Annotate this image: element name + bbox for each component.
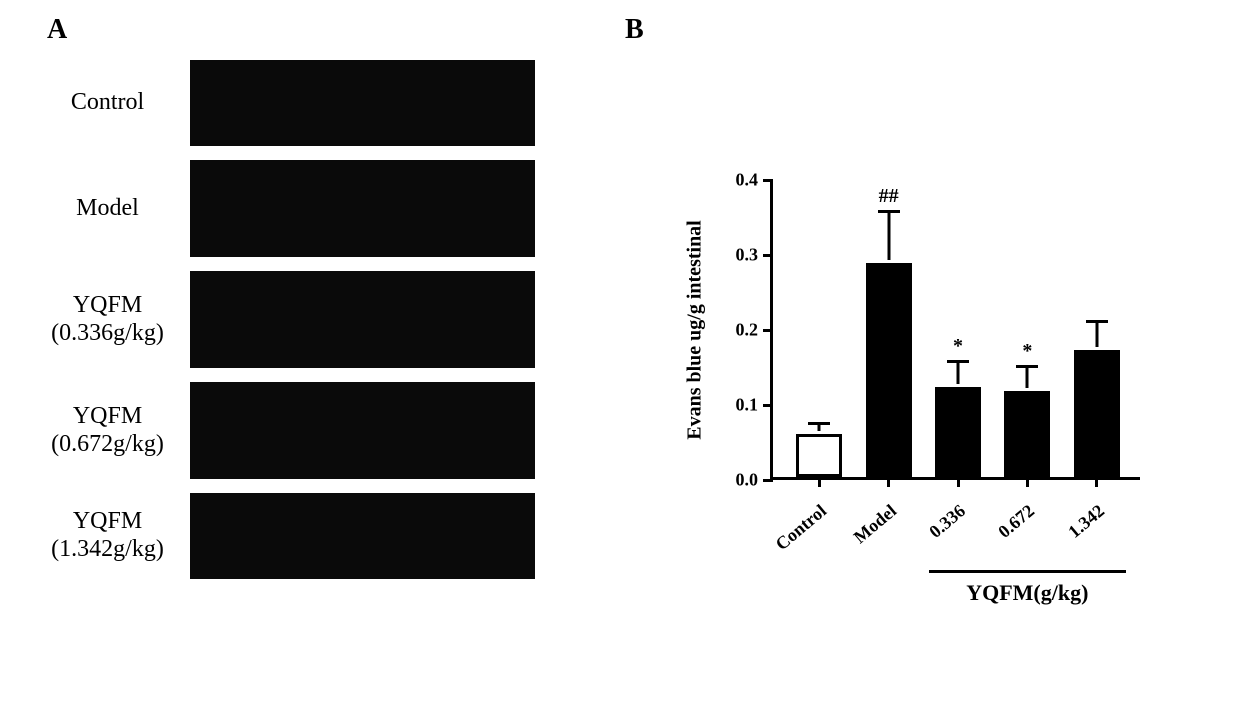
group-bracket-line (929, 570, 1126, 573)
chart-bar (796, 434, 842, 478)
error-bar-stem (887, 212, 890, 261)
chart-bar: * (1004, 391, 1050, 477)
bar-chart: 0.00.10.20.30.4Control##Model*0.336*0.67… (770, 180, 1140, 480)
panel-b-label: B (625, 14, 644, 46)
panel-a-row-label: YQFM(1.342g/kg) (35, 508, 180, 563)
y-tick (763, 254, 773, 257)
panel-a-tissue-image (190, 160, 535, 257)
panel-b: Evans blue ug/g intestinal 0.00.10.20.30… (640, 170, 1190, 650)
error-bar-stem (1095, 322, 1098, 347)
error-bar-cap (1086, 320, 1108, 323)
y-tick-label: 0.2 (718, 320, 758, 341)
chart-bar (1074, 350, 1120, 478)
panel-a-row-label: YQFM(0.672g/kg) (35, 403, 180, 458)
significance-label: * (1022, 340, 1032, 363)
y-tick (763, 479, 773, 482)
panel-a-tissue-image (190, 271, 535, 368)
y-tick-label: 0.1 (718, 395, 758, 416)
chart-bar: ## (866, 263, 912, 477)
y-tick-label: 0.3 (718, 245, 758, 266)
panel-a-row-label: YQFM(0.336g/kg) (35, 292, 180, 347)
y-tick (763, 179, 773, 182)
panel-a-row: YQFM(0.336g/kg) (35, 271, 565, 368)
panel-a-tissue-image (190, 382, 535, 479)
error-bar-cap (808, 422, 830, 425)
panel-a-row-label: Control (35, 89, 180, 117)
y-tick (763, 404, 773, 407)
significance-label: ## (879, 185, 899, 208)
panel-a-row: YQFM(1.342g/kg) (35, 493, 565, 579)
panel-a-row-label: Model (35, 195, 180, 223)
y-tick-label: 0.0 (718, 470, 758, 491)
x-tick (957, 477, 960, 487)
error-bar-stem (957, 362, 960, 385)
x-tick (1095, 477, 1098, 487)
significance-label: * (953, 335, 963, 358)
y-tick (763, 329, 773, 332)
error-bar-cap (947, 360, 969, 363)
y-axis-title: Evans blue ug/g intestinal (684, 220, 707, 440)
error-bar-cap (878, 210, 900, 213)
y-tick-label: 0.4 (718, 170, 758, 191)
panel-a-tissue-image (190, 60, 535, 146)
chart-bar: * (935, 387, 981, 477)
error-bar-stem (1026, 367, 1029, 388)
panel-a-row: Model (35, 160, 565, 257)
x-tick (818, 477, 821, 487)
panel-a-tissue-image (190, 493, 535, 579)
panel-a-label: A (47, 14, 67, 46)
panel-a-row: YQFM(0.672g/kg) (35, 382, 565, 479)
panel-a-row: Control (35, 60, 565, 146)
error-bar-cap (1016, 365, 1038, 368)
group-bracket-label: YQFM(g/kg) (929, 580, 1126, 606)
x-tick (1026, 477, 1029, 487)
panel-a: Control Model YQFM(0.336g/kg) YQFM(0.672g/k… (35, 60, 565, 593)
x-tick (887, 477, 890, 487)
